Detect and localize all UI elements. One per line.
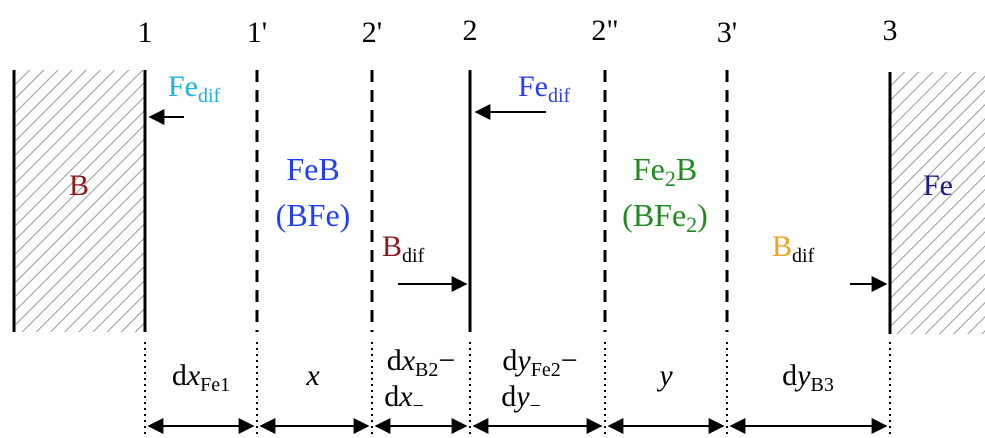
fe2b-alt-close: ) [697,197,708,233]
flux-label-fe-dif-2: Fedif [518,70,571,107]
boundary-label-1p: 1' [247,16,267,49]
thickness-label-dx-b2: dxB2− [387,344,456,381]
thickness-label-dy-minus: dy− [501,380,541,417]
fe-dif-1-main: Fe [168,70,198,103]
dx-fe1-d: d [172,359,187,392]
dy-fe2-op: − [561,344,578,377]
b-dif-1-sub: dif [402,245,425,267]
region-label-iron: Fe [923,169,953,202]
dx-b2-var: x [401,344,416,377]
dy-minus-var: y [513,380,530,413]
dy-b3-var: y [794,359,811,392]
dotted-extensions [144,342,891,438]
region-label-boron: B [69,169,89,202]
dx-minus-sub: − [413,395,424,417]
fe-dif-2-main: Fe [518,70,548,103]
boundary-label-2pp: 2" [591,14,618,47]
dy-minus-sub: − [530,395,541,417]
boundary-label-1: 1 [138,16,153,49]
boundary-label-2: 2 [463,14,478,47]
region-label-fe2b: Fe2B [633,151,697,191]
region-label-feb: FeB [286,151,339,187]
flux-label-fe-dif-1: Fedif [168,70,221,107]
thickness-label-dy-fe2: dyFe2− [502,344,577,381]
dy-b3-d: d [782,359,797,392]
b-dif-2-main: B [772,230,792,263]
boundary-label-3p: 3' [717,16,737,49]
dx-minus-d: d [384,380,399,413]
dx-b2-d: d [387,344,402,377]
fe2b-main: Fe [633,151,665,187]
dx-fe1-sub: Fe1 [200,374,230,396]
dy-fe2-sub: Fe2 [531,359,561,381]
dx-minus-var: x [398,380,413,413]
boron-solid [14,70,145,332]
fe2b-tail: B [676,151,697,187]
fe2b-subscript: 2 [665,166,676,191]
thickness-label-y: y [656,359,673,392]
region-label-feb-alt: (BFe) [276,197,351,233]
flux-label-b-dif-1: Bdif [382,230,425,267]
b-dif-2-sub: dif [792,245,815,267]
fe2b-alt-open: (BFe [622,197,686,233]
region-label-fe2b-alt: (BFe2) [622,197,708,237]
boundary-label-2p: 2' [362,16,382,49]
thickness-label-dx-minus: dx− [384,380,424,417]
dy-fe2-var: y [514,344,531,377]
dy-b3-sub: B3 [810,374,833,396]
dy-fe2-d: d [502,344,517,377]
thickness-label-dx-fe1: dxFe1 [172,359,230,396]
dy-minus-d: d [501,380,516,413]
fe2b-alt-subscript: 2 [686,212,697,237]
dx-b2-op: − [438,344,455,377]
fe-dif-1-sub: dif [198,85,221,107]
boundary-label-3: 3 [883,14,898,47]
dx-b2-sub: B2 [415,359,438,381]
dx-fe1-var: x [186,359,201,392]
b-dif-1-main: B [382,230,402,263]
iron-solid [890,72,985,334]
flux-label-b-dif-2: Bdif [772,230,815,267]
thickness-label-dy-b3: dyB3 [782,359,834,396]
thickness-label-x: x [305,359,320,392]
fe-dif-2-sub: dif [548,85,571,107]
